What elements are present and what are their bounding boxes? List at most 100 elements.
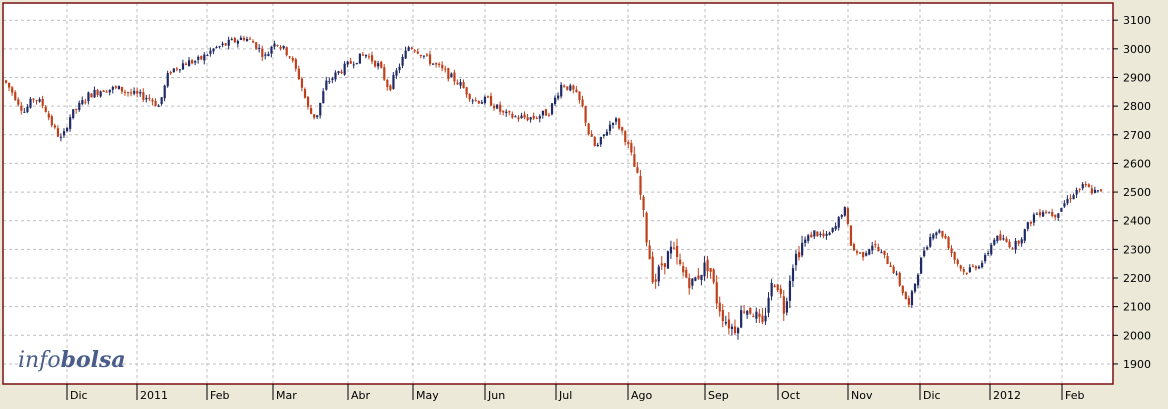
candle-body <box>941 231 944 237</box>
candle-body <box>901 285 904 293</box>
candle-body <box>364 54 368 57</box>
candle-body <box>270 46 273 54</box>
candle-body <box>849 225 853 246</box>
candle-body <box>136 90 139 94</box>
grid-lines <box>3 3 1113 384</box>
candle-body <box>1032 214 1036 223</box>
candle-body <box>435 63 438 65</box>
candle-body <box>291 58 294 61</box>
candle-body <box>1051 211 1054 217</box>
candle-body <box>523 114 526 118</box>
candle-body <box>764 315 767 322</box>
candle-body <box>188 60 191 67</box>
candle-body <box>276 45 279 47</box>
y-tick-label: 1900 <box>1123 358 1151 371</box>
x-tick-label: Oct <box>781 389 801 402</box>
candle-body <box>8 82 11 88</box>
candle-body <box>877 246 880 251</box>
candle-body <box>111 87 114 90</box>
candle-body <box>249 38 252 40</box>
candle-body <box>99 91 102 97</box>
x-tick-label: 2011 <box>140 389 168 402</box>
candle-body <box>645 212 648 243</box>
candle-body <box>843 207 846 216</box>
candle-body <box>862 251 865 258</box>
candle-body <box>23 111 26 113</box>
candle-body <box>825 233 828 236</box>
candle-body <box>770 282 773 297</box>
candle-body <box>310 107 313 114</box>
candle-body <box>807 235 810 241</box>
candle-body <box>834 226 837 230</box>
candle-body <box>294 59 297 69</box>
candle-body <box>846 208 849 224</box>
candle-body <box>383 67 386 80</box>
candle-body <box>733 326 737 334</box>
candle-body <box>526 117 529 121</box>
candle-body <box>855 251 859 253</box>
candle-body <box>84 101 87 103</box>
candle-body <box>740 310 743 328</box>
candle-body <box>721 310 724 322</box>
candle-body <box>425 54 429 56</box>
candle-body <box>627 142 630 145</box>
candle-body <box>602 134 605 137</box>
candle-body <box>798 252 801 258</box>
candle-body <box>66 127 69 132</box>
candle-body <box>694 277 697 281</box>
candle-body <box>209 50 212 54</box>
candle-body <box>273 43 276 47</box>
candle-body <box>175 68 178 70</box>
candle-body <box>47 113 50 118</box>
plot-area <box>3 3 1113 384</box>
candle-body <box>374 60 377 67</box>
candle-body <box>749 308 752 314</box>
candle-body <box>81 100 84 105</box>
candle-body <box>166 73 169 87</box>
candle-body <box>1069 197 1072 199</box>
y-tick-label: 2500 <box>1123 186 1151 199</box>
candle-body <box>200 55 203 60</box>
candle-body <box>242 37 246 41</box>
candle-body <box>1096 190 1100 192</box>
candle-body <box>127 92 130 94</box>
candle-body <box>349 61 352 64</box>
candle-body <box>75 108 78 110</box>
candle-body <box>1072 195 1075 200</box>
candle-body <box>1026 222 1029 229</box>
candle-body <box>496 104 499 109</box>
candle-body <box>444 68 447 70</box>
candle-body <box>1054 214 1057 218</box>
candle-body <box>517 117 520 120</box>
candle-body <box>236 40 239 44</box>
candle-body <box>822 233 825 237</box>
candle-body <box>395 70 398 76</box>
candle-body <box>163 85 166 99</box>
candle-body <box>779 288 782 294</box>
candle-body <box>554 97 557 104</box>
candle-body <box>456 82 459 85</box>
candle-body <box>358 53 361 64</box>
candle-body <box>676 245 679 258</box>
candle-body <box>38 99 41 102</box>
candle-body <box>172 68 175 73</box>
candle-body <box>758 313 761 317</box>
candle-body <box>102 90 105 93</box>
candle-body <box>261 48 264 57</box>
candle-body <box>1081 184 1084 189</box>
candle-body <box>419 54 422 56</box>
candle-body <box>139 91 142 94</box>
candle-body <box>865 253 868 256</box>
candle-body <box>669 246 673 254</box>
candle-body <box>688 278 691 289</box>
candle-body <box>447 68 450 79</box>
candle-body <box>971 265 975 267</box>
candle-body <box>105 91 108 93</box>
candle-body <box>1038 212 1042 216</box>
candle-body <box>352 64 355 66</box>
candle-body <box>316 115 319 118</box>
candle-body <box>700 274 703 280</box>
candle-body <box>727 319 731 329</box>
candle-body <box>831 227 834 233</box>
candle-body <box>508 111 511 113</box>
